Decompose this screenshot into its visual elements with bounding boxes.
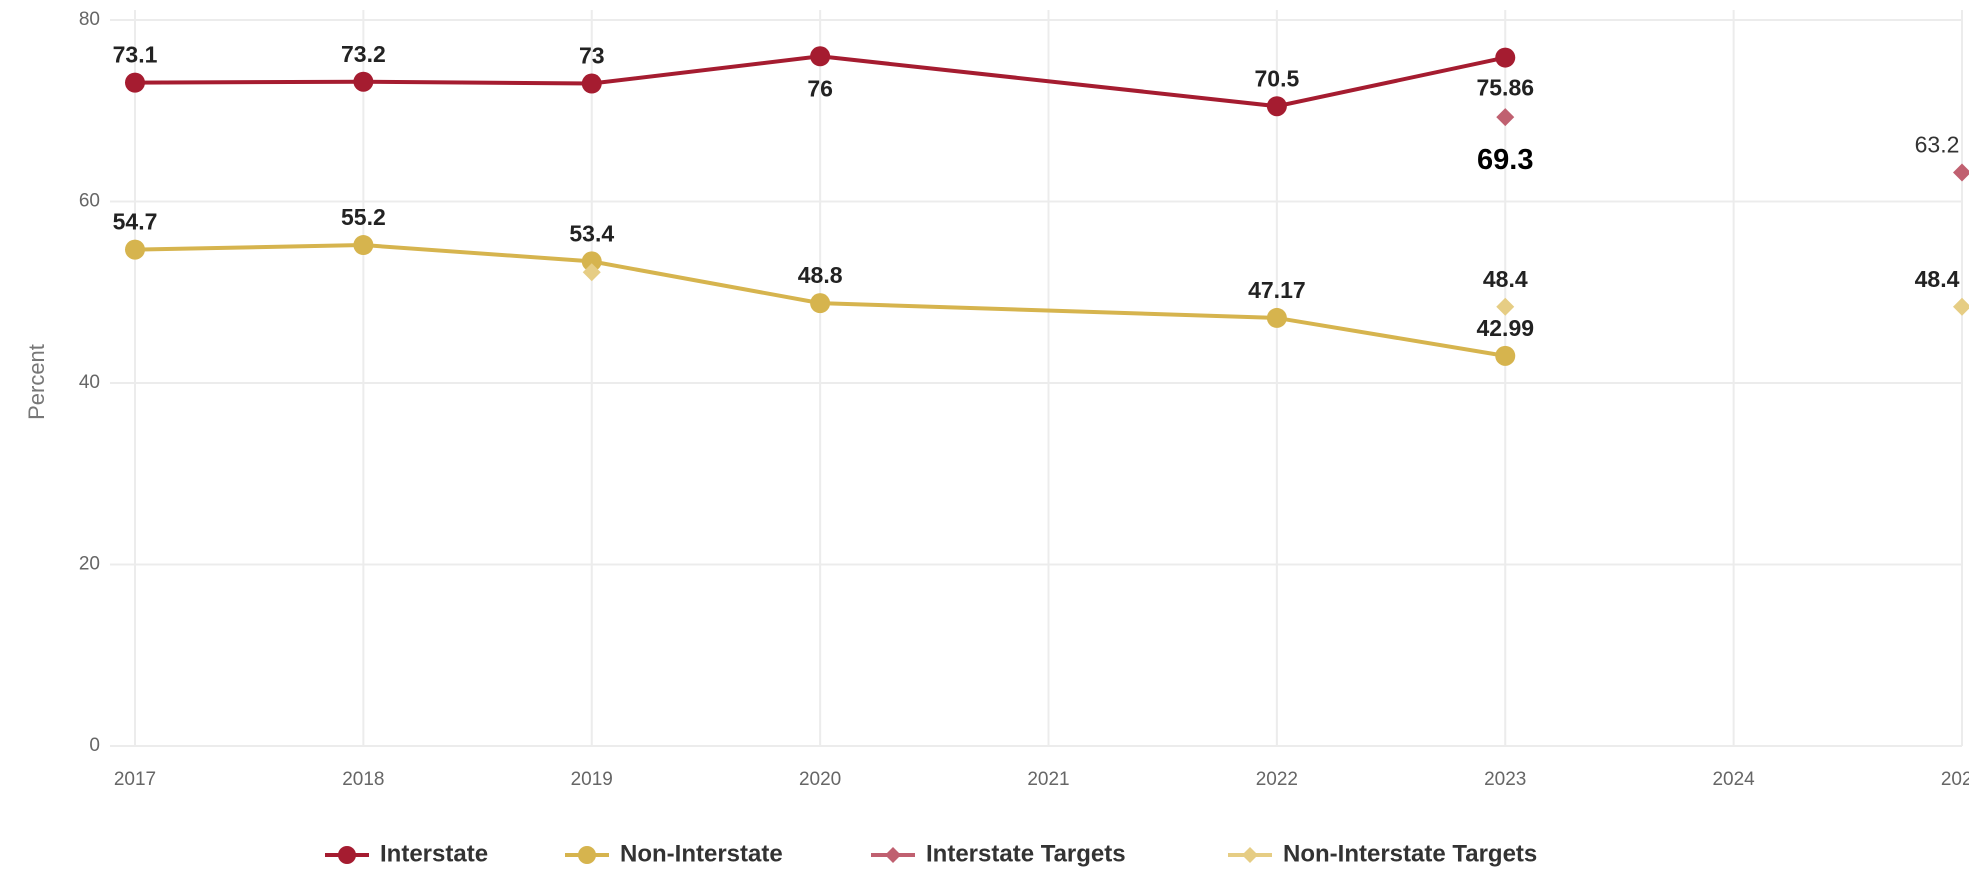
legend-label: Interstate Targets [926, 840, 1126, 867]
data-label: 75.86 [1476, 75, 1534, 101]
data-label: 48.4 [1483, 266, 1528, 292]
data-label: 42.99 [1476, 315, 1534, 341]
y-tick-label: 60 [79, 191, 100, 212]
data-label: 47.17 [1248, 277, 1306, 303]
diamond-marker [1242, 847, 1258, 863]
legend-label: Non-Interstate [620, 840, 783, 867]
data-label: 73.2 [341, 41, 386, 67]
series-line [134, 54, 1506, 109]
circle-marker [125, 72, 145, 93]
x-tick-label: 2022 [1256, 769, 1298, 790]
circle-marker [1266, 307, 1287, 328]
data-label: 73 [579, 43, 605, 69]
x-tick-label: 2025 [1941, 769, 1969, 790]
circle-marker [353, 235, 374, 256]
circle-marker [353, 71, 374, 92]
circle-marker [1495, 47, 1516, 68]
circle-marker [338, 846, 356, 864]
circle-marker [810, 46, 831, 67]
diamond-marker [1496, 297, 1515, 316]
circle-marker [125, 239, 145, 260]
data-label: 76 [807, 75, 833, 101]
series-line [134, 243, 1506, 358]
diamond-marker [1496, 108, 1515, 127]
x-tick-label: 2017 [114, 769, 156, 790]
y-tick-label: 40 [79, 372, 100, 393]
data-label: 55.2 [341, 204, 386, 230]
data-label: 53.4 [569, 220, 614, 246]
data-label: 73.1 [113, 42, 158, 68]
legend-item: Non-Interstate [565, 840, 783, 867]
x-tick-label: 2020 [799, 769, 841, 790]
data-label: 69.3 [1477, 144, 1533, 176]
data-label: 48.4 [1915, 266, 1960, 292]
legend-label: Non-Interstate Targets [1283, 840, 1537, 867]
circle-marker [581, 251, 602, 272]
diamond-marker [582, 263, 601, 282]
legend-item: Interstate Targets [871, 840, 1126, 867]
x-tick-label: 2023 [1484, 769, 1526, 790]
legend-item: Interstate [325, 840, 488, 867]
y-tick-label: 80 [79, 9, 100, 30]
y-axis-label: Percent [24, 344, 49, 420]
y-tick-label: 20 [79, 554, 100, 575]
data-label: 63.2 [1915, 132, 1960, 158]
circle-marker [581, 73, 602, 94]
data-label: 48.8 [798, 262, 843, 288]
legend-label: Interstate [380, 840, 488, 867]
diamond-marker [885, 847, 901, 863]
circle-marker [1266, 96, 1287, 117]
diamond-marker [1953, 163, 1969, 182]
y-tick-label: 0 [89, 735, 100, 756]
data-label: 70.5 [1254, 65, 1299, 91]
circle-marker [810, 293, 831, 314]
legend-item: Non-Interstate Targets [1228, 840, 1537, 867]
x-tick-label: 2024 [1712, 769, 1755, 790]
circle-marker [1495, 345, 1516, 366]
data-label: 54.7 [113, 209, 158, 235]
x-tick-label: 2019 [571, 769, 613, 790]
x-tick-label: 2018 [342, 769, 384, 790]
circle-marker [578, 846, 596, 864]
x-tick-label: 2021 [1027, 769, 1069, 790]
diamond-marker [1953, 297, 1969, 316]
